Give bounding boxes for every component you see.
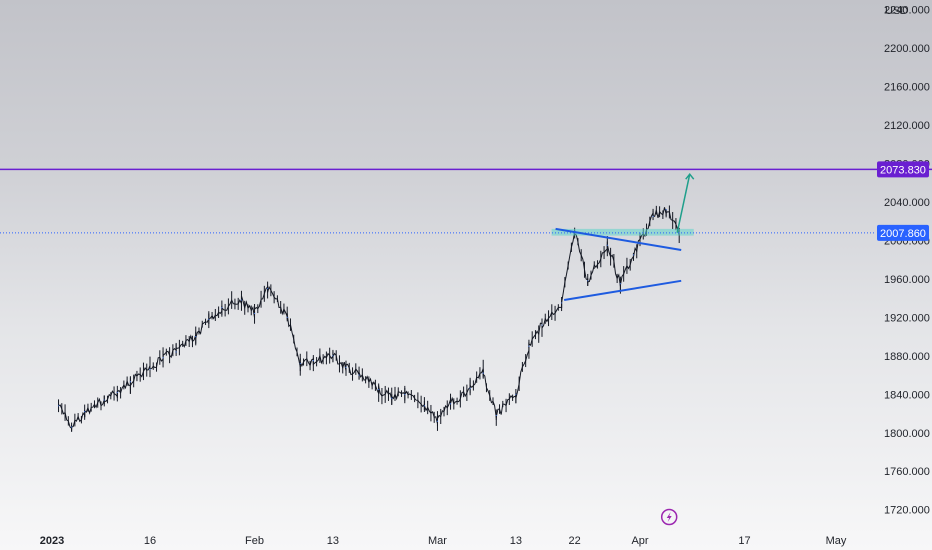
price-point: [449, 403, 452, 405]
lightning-icon: [660, 508, 678, 526]
y-tick-label: 1960.000: [884, 274, 930, 286]
price-point: [221, 307, 223, 309]
price-point: [528, 345, 530, 347]
current-price-badge-label: 2007.860: [880, 228, 926, 240]
price-point: [378, 388, 380, 391]
price-point: [84, 410, 86, 413]
x-axis[interactable]: 2023 16 Feb 13 Mar 13 22 Apr 17 May: [40, 535, 847, 547]
x-tick-label: Apr: [631, 535, 648, 547]
price-point: [632, 254, 635, 256]
price-point: [587, 280, 589, 282]
x-tick-label: 16: [144, 535, 156, 547]
price-point: [175, 351, 177, 353]
price-point: [129, 381, 131, 383]
price-point: [495, 414, 497, 417]
support-zone: [551, 228, 694, 236]
price-point: [267, 287, 269, 290]
price-point: [57, 405, 60, 407]
x-tick-label: 17: [738, 535, 750, 547]
y-axis[interactable]: 1720.000 1760.000 1800.000 1840.000 1880.000…: [877, 5, 930, 517]
resistance-price-badge-label: 2073.830: [880, 164, 926, 176]
x-tick-label: 13: [510, 535, 522, 547]
price-series: [57, 205, 680, 432]
y-tick-label: 2120.000: [884, 120, 930, 132]
price-point: [436, 420, 439, 422]
price-point: [606, 244, 608, 246]
price-line: [58, 207, 680, 430]
x-tick-label: Mar: [428, 535, 447, 547]
price-point: [332, 355, 334, 357]
y-tick-label: 2200.000: [884, 43, 930, 55]
current-price-badge: [877, 224, 929, 241]
price-point: [103, 399, 105, 401]
y-tick-label: 1840.000: [884, 389, 930, 401]
y-tick-label: 1880.000: [884, 351, 930, 363]
x-tick-label: May: [826, 535, 847, 547]
price-point: [71, 426, 73, 428]
price-point: [665, 209, 667, 211]
y-tick-label: 2040.000: [884, 197, 930, 209]
annotations: [0, 168, 932, 526]
projection-arrowhead: [685, 173, 695, 180]
resistance-price-badge: [877, 161, 929, 178]
projection-arrow: [676, 174, 691, 233]
x-tick-label: 13: [327, 535, 339, 547]
price-point: [253, 312, 256, 315]
triangle-lower-trendline: [563, 279, 682, 302]
y-tick-label: 1800.000: [884, 428, 930, 440]
price-point: [652, 215, 654, 217]
price-point: [162, 357, 164, 359]
price-point: [515, 393, 517, 395]
price-point: [299, 362, 301, 365]
price-point: [149, 368, 151, 370]
price-point: [541, 324, 543, 326]
price-point: [240, 299, 243, 301]
x-tick-label: 22: [569, 535, 581, 547]
price-point: [469, 387, 471, 390]
y-tick-label: 1720.000: [884, 505, 930, 517]
y-tick-label: 2240.000: [884, 5, 930, 17]
price-point: [404, 393, 406, 395]
price-point: [391, 397, 393, 399]
price-point: [619, 283, 622, 285]
y-tick-label: 1920.000: [884, 312, 930, 324]
price-point: [561, 302, 563, 304]
triangle-upper-trendline: [555, 227, 682, 252]
y-tick-label: 2160.000: [884, 82, 930, 94]
price-point: [195, 335, 197, 338]
price-point: [423, 405, 425, 407]
price-point: [116, 391, 118, 393]
x-tick-label: 2023: [40, 535, 64, 547]
price-point: [358, 374, 360, 376]
price-point: [286, 316, 288, 318]
currency-label: USD: [885, 5, 908, 17]
price-point: [208, 318, 210, 320]
y-tick-label: 1760.000: [884, 466, 930, 478]
x-tick-label: Feb: [245, 535, 264, 547]
price-point: [482, 372, 484, 374]
price-point: [345, 366, 347, 368]
lightning-icon-bolt: [666, 512, 672, 522]
price-point: [312, 360, 314, 362]
